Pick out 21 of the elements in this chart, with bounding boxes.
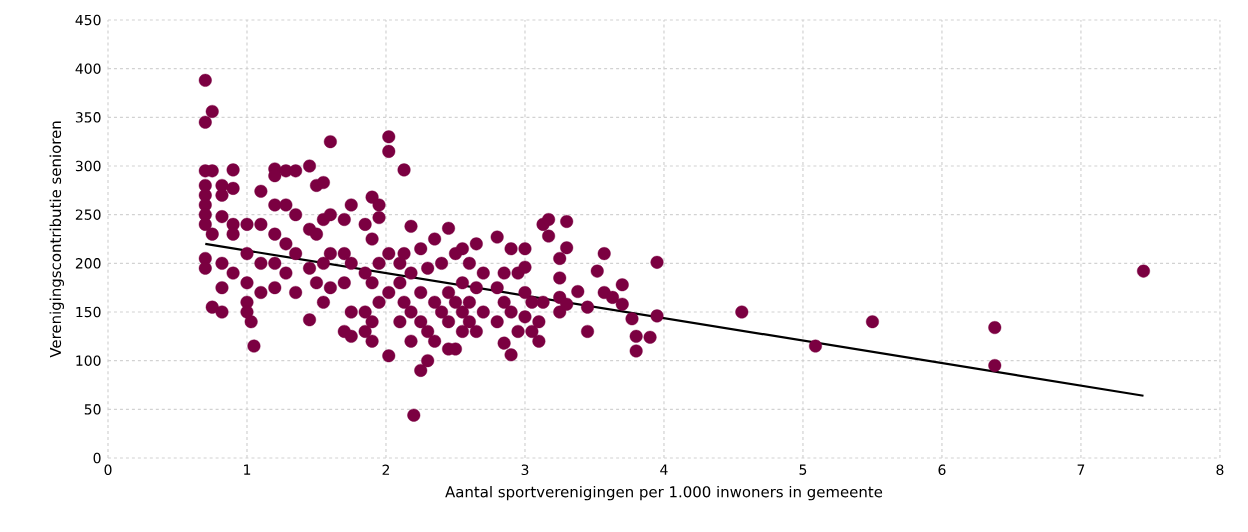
y-tick-label: 250 — [75, 209, 101, 220]
y-tick-label: 300 — [75, 160, 101, 172]
y-tick-label: 150 — [76, 306, 101, 318]
y-tick-label: 200 — [75, 258, 101, 269]
y-axis-title: Verenigingscontributie senioren — [49, 121, 65, 358]
y-tick-label: 0 — [93, 452, 101, 464]
x-tick-label: 6 — [938, 464, 946, 476]
x-tick-label: 0 — [104, 464, 112, 476]
x-tick-label: 7 — [1077, 464, 1085, 475]
y-tick-label: 50 — [84, 404, 101, 415]
x-tick-label: 5 — [799, 464, 807, 475]
y-tick-label: 450 — [75, 14, 101, 26]
x-tick-label: 3 — [521, 464, 529, 476]
x-tick-label: 2 — [382, 464, 390, 475]
x-tick-label: 8 — [1216, 464, 1224, 476]
y-tick-label: 400 — [75, 63, 101, 74]
x-axis-title: Aantal sportverenigingen per 1.000 inwoners in gemeente — [445, 485, 883, 501]
y-tick-label: 100 — [76, 355, 101, 366]
x-tick-label: 1 — [244, 464, 251, 475]
y-tick-label: 350 — [75, 112, 101, 123]
x-tick-label: 4 — [660, 464, 668, 475]
